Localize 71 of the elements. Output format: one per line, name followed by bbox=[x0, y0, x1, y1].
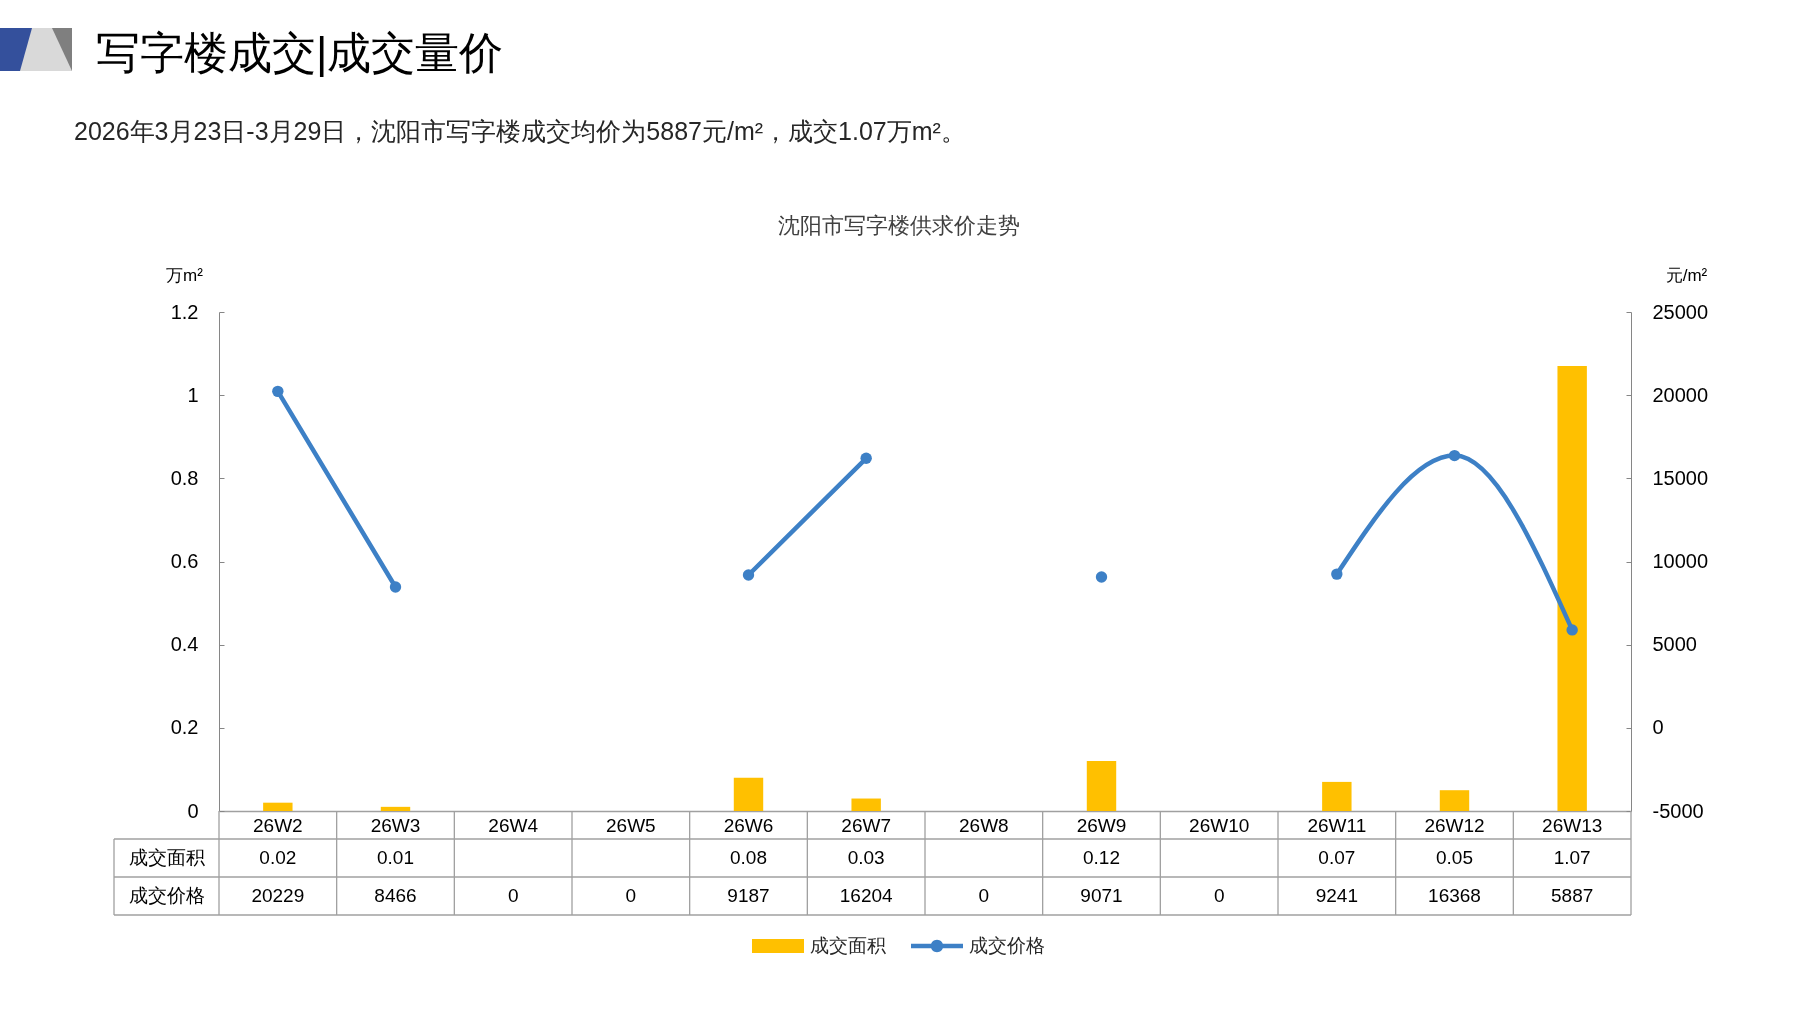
data-label: 0.02 bbox=[259, 847, 297, 868]
text: 0 bbox=[625, 885, 637, 906]
x-tick-label: 26W11 bbox=[1307, 814, 1367, 836]
point bbox=[742, 569, 755, 581]
data-label: 0.03 bbox=[847, 847, 885, 868]
y2-tick-label: 10000 bbox=[1652, 550, 1709, 572]
x-tick-label: 26W6 bbox=[723, 814, 774, 836]
text: 写字楼成交|成交量价 bbox=[96, 28, 504, 77]
data-label: 0.12 bbox=[1083, 847, 1120, 868]
data-label: 16204 bbox=[839, 885, 894, 906]
y-tick-label: 0.4 bbox=[170, 633, 199, 656]
bar bbox=[851, 798, 881, 811]
bar bbox=[1086, 761, 1117, 811]
data-label: 8466 bbox=[374, 885, 417, 906]
x-tick-label: 26W3 bbox=[370, 814, 421, 836]
bar bbox=[1557, 366, 1587, 811]
text: 0 bbox=[507, 885, 519, 906]
data-label: 16368 bbox=[1428, 885, 1481, 906]
bar bbox=[1322, 781, 1352, 811]
point bbox=[389, 581, 402, 593]
x-tick-label: 26W7 bbox=[841, 814, 891, 836]
y2-tick-label: 5000 bbox=[1652, 633, 1697, 656]
point bbox=[1448, 449, 1461, 462]
data-label: 0.08 bbox=[730, 847, 767, 868]
text: 0 bbox=[1213, 885, 1225, 906]
data-label: 5887 bbox=[1551, 885, 1594, 906]
text: 成交面积 bbox=[128, 847, 205, 868]
chart-title: 沈阳市写字楼供求价走势 bbox=[777, 213, 1020, 238]
x-tick-label: 26W10 bbox=[1189, 814, 1250, 836]
x-tick-label: 26W8 bbox=[959, 814, 1009, 836]
data-label: 0.07 bbox=[1318, 847, 1356, 868]
data-label: 9241 bbox=[1315, 885, 1358, 906]
y2-tick-label: -5000 bbox=[1652, 799, 1704, 822]
x-tick-label: 26W12 bbox=[1424, 814, 1485, 836]
y-tick-label: 0.8 bbox=[170, 466, 199, 489]
text: 0 bbox=[978, 885, 990, 906]
bar bbox=[380, 806, 411, 811]
y-tick-label: 0 bbox=[187, 799, 199, 822]
chart-subtitle: 2026年3月23日-3月29日，沈阳市写字楼成交均价为5887元/m²，成交1.07万m²。 bbox=[74, 117, 966, 145]
x-tick-label: 26W9 bbox=[1076, 814, 1127, 836]
point bbox=[272, 385, 284, 398]
y2-axis-title: 元/m² bbox=[1665, 265, 1708, 285]
y2-tick-label: 0 bbox=[1652, 716, 1664, 739]
point bbox=[860, 452, 872, 464]
point bbox=[1095, 571, 1108, 583]
y-tick-label: 0.6 bbox=[170, 550, 199, 572]
data-label: 0.05 bbox=[1436, 847, 1473, 868]
bar bbox=[263, 802, 293, 811]
point bbox=[1331, 568, 1343, 580]
legend-label: 成交面积 bbox=[810, 935, 886, 956]
x-tick-label: 26W5 bbox=[606, 814, 656, 836]
data-label: 9071 bbox=[1080, 885, 1123, 906]
legend-label: 成交价格 bbox=[969, 935, 1045, 956]
data-label: 9187 bbox=[727, 885, 770, 906]
y-tick-label: 1 bbox=[187, 383, 199, 406]
bar bbox=[1439, 790, 1470, 811]
point bbox=[1566, 624, 1578, 636]
x-tick-label: 26W4 bbox=[488, 814, 539, 836]
data-label: 1.07 bbox=[1553, 847, 1591, 868]
data-label: 0.01 bbox=[377, 847, 414, 868]
y-axis-title: 万m² bbox=[166, 265, 204, 285]
x-tick-label: 26W13 bbox=[1542, 814, 1603, 836]
x-tick-label: 26W2 bbox=[253, 814, 303, 836]
text: 成交价格 bbox=[128, 885, 205, 906]
y2-tick-label: 15000 bbox=[1652, 466, 1709, 489]
y2-tick-label: 25000 bbox=[1652, 300, 1709, 323]
y2-tick-label: 20000 bbox=[1652, 383, 1709, 406]
y-tick-label: 1.2 bbox=[170, 300, 199, 323]
data-label: 20229 bbox=[251, 885, 305, 906]
y-tick-label: 0.2 bbox=[170, 716, 199, 739]
bar bbox=[733, 777, 764, 811]
